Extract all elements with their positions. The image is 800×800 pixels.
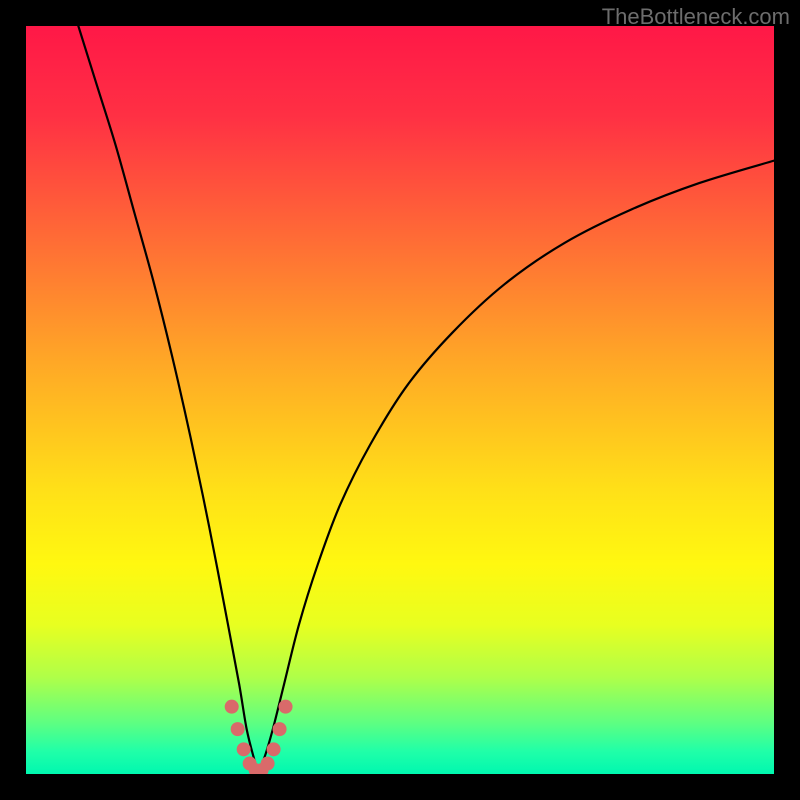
- bottleneck-chart: [0, 0, 800, 800]
- chart-container: { "watermark": "TheBottleneck.com", "cha…: [0, 0, 800, 800]
- watermark-text: TheBottleneck.com: [602, 4, 790, 30]
